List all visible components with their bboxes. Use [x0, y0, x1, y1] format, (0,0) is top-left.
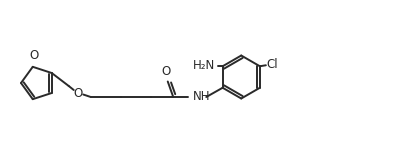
Text: O: O: [29, 49, 38, 62]
Text: H₂N: H₂N: [193, 59, 215, 72]
Text: Cl: Cl: [267, 58, 278, 71]
Text: O: O: [161, 65, 171, 78]
Text: O: O: [73, 87, 83, 99]
Text: NH: NH: [193, 90, 211, 103]
